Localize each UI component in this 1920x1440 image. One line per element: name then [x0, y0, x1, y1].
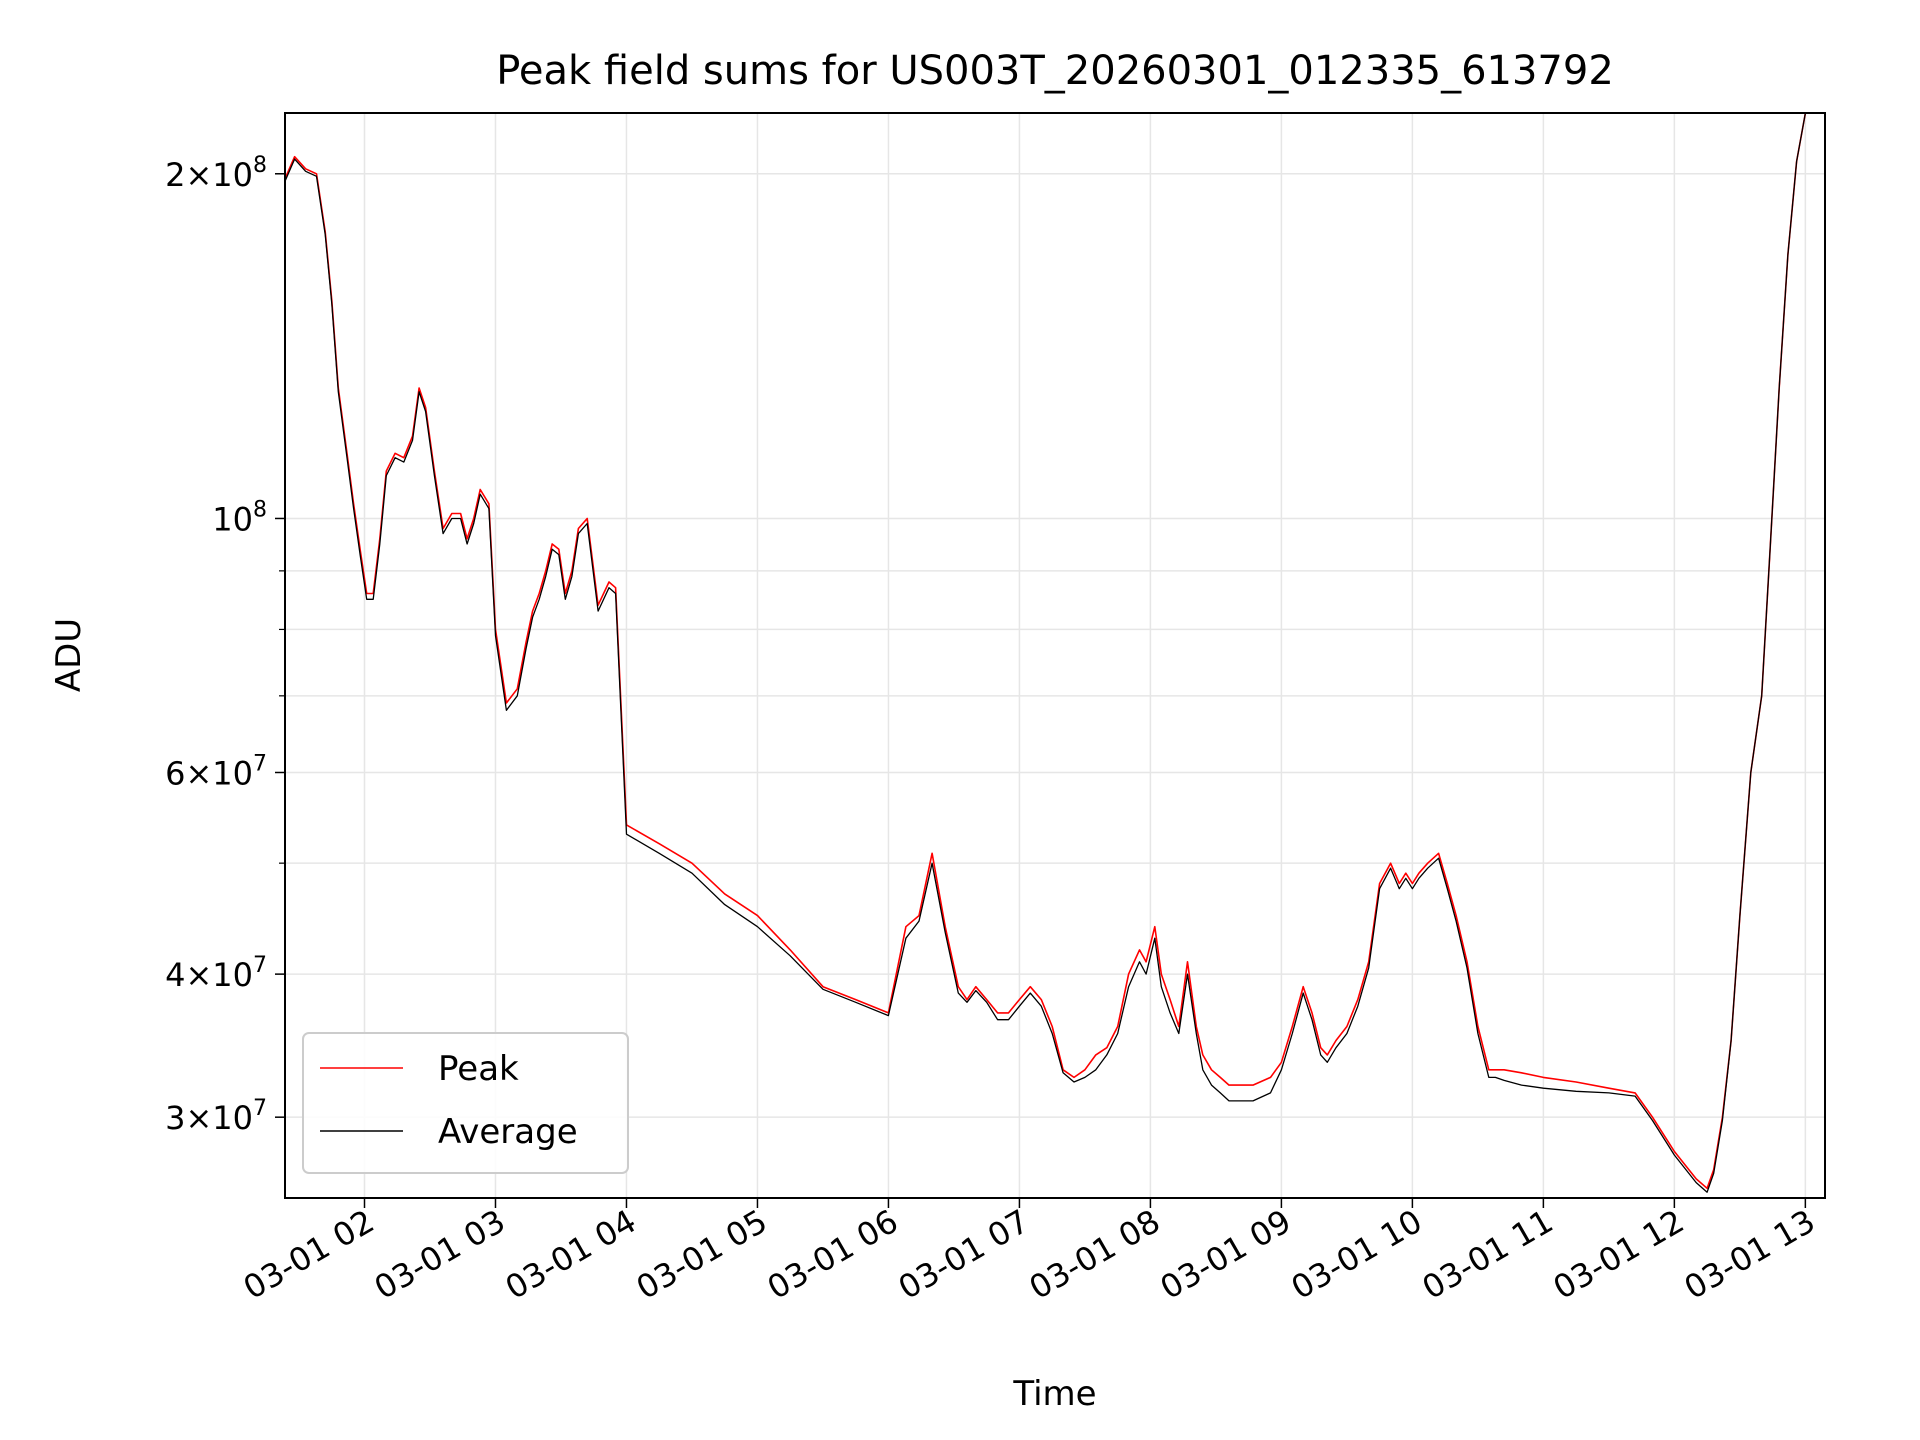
- chart-title: Peak field sums for US003T_20260301_0123…: [496, 48, 1614, 94]
- plot-frame: [284, 112, 1826, 1199]
- series-line-peak: [285, 113, 1807, 1190]
- legend-peak-label: Peak: [438, 1049, 519, 1089]
- y-axis: 3×107 4×107 6×107 108 2×108: [165, 153, 285, 1137]
- y-tick-label: 108: [212, 497, 267, 538]
- series-layer: [285, 113, 1807, 1193]
- y-axis-label: ADU: [49, 618, 89, 692]
- series-line-average: [285, 113, 1807, 1193]
- legend-average-label: Average: [438, 1112, 578, 1152]
- legend: Peak Average: [302, 1032, 629, 1174]
- y-tick-label: 6×107: [165, 751, 267, 792]
- x-axis-label: Time: [1012, 1374, 1096, 1414]
- y-tick-label: 4×107: [165, 953, 267, 994]
- y-tick-label: 3×107: [165, 1096, 267, 1137]
- y-tick-label: 2×108: [165, 153, 267, 194]
- grid: [285, 113, 1825, 1198]
